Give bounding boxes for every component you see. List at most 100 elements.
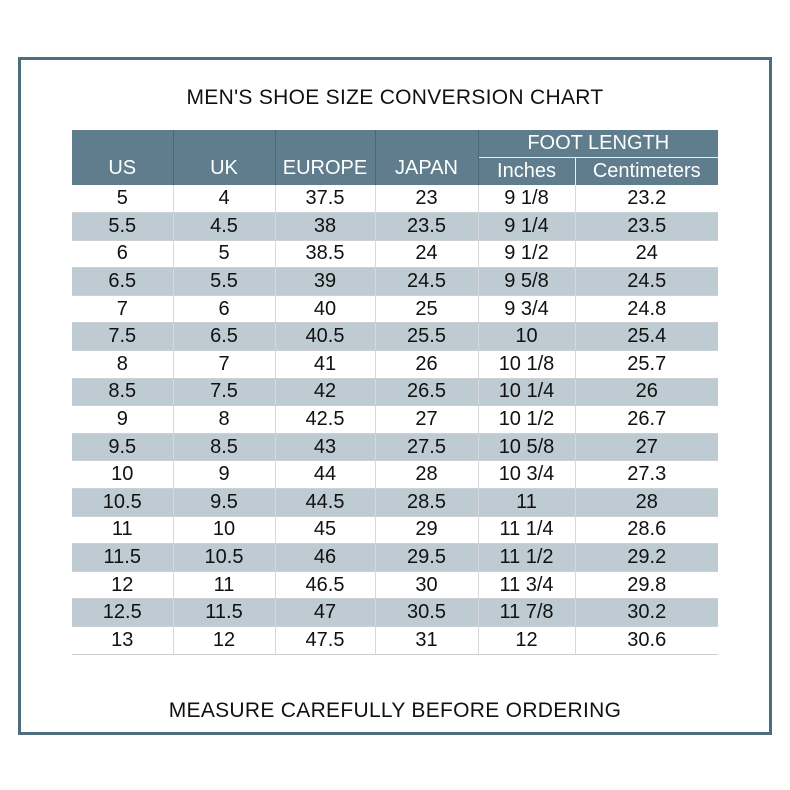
table-row: 10.5 9.5 44.5 28.5 11 28 bbox=[72, 488, 718, 517]
cell: 25.5 bbox=[375, 322, 479, 352]
cell: 31 bbox=[375, 626, 479, 655]
column-header-europe: EUROPE bbox=[275, 130, 376, 185]
cell: 23 bbox=[375, 185, 479, 214]
cell: 24 bbox=[575, 240, 718, 269]
cell: 4 bbox=[173, 185, 276, 214]
header-row-group: US UK EUROPE JAPAN FOOT LENGTH bbox=[72, 130, 718, 185]
cell: 9.5 bbox=[173, 488, 276, 517]
cell: 9 3/4 bbox=[478, 295, 576, 324]
cell: 5.5 bbox=[173, 267, 276, 296]
cell: 9 bbox=[72, 405, 174, 434]
cell: 27 bbox=[575, 433, 718, 462]
cell: 5 bbox=[72, 185, 174, 214]
cell: 4.5 bbox=[173, 212, 276, 241]
cell: 38.5 bbox=[275, 240, 376, 269]
cell: 41 bbox=[275, 350, 376, 379]
cell: 10 1/4 bbox=[478, 378, 576, 407]
cell: 27.5 bbox=[375, 433, 479, 462]
header-row-sub: Inches Centimeters bbox=[72, 157, 718, 185]
cell: 29 bbox=[375, 516, 479, 545]
cell: 9.5 bbox=[72, 433, 174, 462]
table-body: 5 4 37.5 23 9 1/8 23.2 5.5 4.5 38 23.5 9 1/4 23.5 6 5… bbox=[72, 185, 718, 655]
table-row: 7 6 40 25 9 3/4 24.8 bbox=[72, 295, 718, 324]
cell: 8 bbox=[173, 405, 276, 434]
cell: 46.5 bbox=[275, 571, 376, 600]
cell: 8.5 bbox=[72, 378, 174, 407]
cell: 29.8 bbox=[575, 571, 718, 600]
cell: 28.5 bbox=[375, 488, 479, 517]
cell: 6.5 bbox=[72, 267, 174, 296]
cell: 11 bbox=[173, 571, 276, 600]
page-title: MEN'S SHOE SIZE CONVERSION CHART bbox=[186, 86, 604, 109]
cell: 11 bbox=[72, 516, 174, 545]
cell: 24.5 bbox=[575, 267, 718, 296]
column-header-uk: UK bbox=[173, 130, 276, 185]
cell: 9 1/2 bbox=[478, 240, 576, 269]
table-row: 11 10 45 29 11 1/4 28.6 bbox=[72, 516, 718, 545]
cell: 7.5 bbox=[72, 322, 174, 352]
cell: 26 bbox=[375, 350, 479, 379]
cell: 24.8 bbox=[575, 295, 718, 324]
table-row: 6.5 5.5 39 24.5 9 5/8 24.5 bbox=[72, 267, 718, 296]
cell: 10 1/8 bbox=[478, 350, 576, 379]
cell: 27.3 bbox=[575, 460, 718, 490]
cell: 10.5 bbox=[72, 488, 174, 517]
column-group-foot-length: FOOT LENGTH bbox=[478, 130, 718, 158]
table-row: 8.5 7.5 42 26.5 10 1/4 26 bbox=[72, 378, 718, 407]
cell: 42.5 bbox=[275, 405, 376, 434]
shoe-size-conversion-table: US UK EUROPE JAPAN FOOT LENGTH Inches Ce… bbox=[72, 130, 718, 655]
cell: 24 bbox=[375, 240, 479, 269]
cell: 12.5 bbox=[72, 598, 174, 627]
cell: 40 bbox=[275, 295, 376, 324]
column-header-japan: JAPAN bbox=[375, 130, 479, 185]
table-row: 7.5 6.5 40.5 25.5 10 25.4 bbox=[72, 322, 718, 352]
cell: 11 1/2 bbox=[478, 543, 576, 572]
cell: 23.2 bbox=[575, 185, 718, 214]
cell: 25.4 bbox=[575, 322, 718, 352]
cell: 11 1/4 bbox=[478, 516, 576, 545]
cell: 10 bbox=[72, 460, 174, 490]
cell: 23.5 bbox=[575, 212, 718, 241]
cell: 46 bbox=[275, 543, 376, 572]
cell: 12 bbox=[478, 626, 576, 655]
table-row: 13 12 47.5 31 12 30.6 bbox=[72, 626, 718, 655]
footer-note: MEASURE CAREFULLY BEFORE ORDERING bbox=[168, 699, 622, 722]
cell: 11 7/8 bbox=[478, 598, 576, 627]
cell: 45 bbox=[275, 516, 376, 545]
cell: 25 bbox=[375, 295, 479, 324]
cell: 8 bbox=[72, 350, 174, 379]
cell: 44 bbox=[275, 460, 376, 490]
cell: 25.7 bbox=[575, 350, 718, 379]
cell: 10.5 bbox=[173, 543, 276, 572]
cell: 43 bbox=[275, 433, 376, 462]
cell: 44.5 bbox=[275, 488, 376, 517]
cell: 7.5 bbox=[173, 378, 276, 407]
cell: 9 5/8 bbox=[478, 267, 576, 296]
cell: 12 bbox=[72, 571, 174, 600]
cell: 27 bbox=[375, 405, 479, 434]
cell: 11 3/4 bbox=[478, 571, 576, 600]
cell: 10 bbox=[478, 322, 576, 352]
cell: 10 5/8 bbox=[478, 433, 576, 462]
cell: 6.5 bbox=[173, 322, 276, 352]
table-row: 12.5 11.5 47 30.5 11 7/8 30.2 bbox=[72, 598, 718, 627]
cell: 5.5 bbox=[72, 212, 174, 241]
cell: 12 bbox=[173, 626, 276, 655]
cell: 11.5 bbox=[72, 543, 174, 572]
table-row: 12 11 46.5 30 11 3/4 29.8 bbox=[72, 571, 718, 600]
cell: 9 bbox=[173, 460, 276, 490]
table-row: 9.5 8.5 43 27.5 10 5/8 27 bbox=[72, 433, 718, 462]
cell: 40.5 bbox=[275, 322, 376, 352]
cell: 11 bbox=[478, 488, 576, 517]
cell: 29.5 bbox=[375, 543, 479, 572]
cell: 10 3/4 bbox=[478, 460, 576, 490]
table-row: 5 4 37.5 23 9 1/8 23.2 bbox=[72, 185, 718, 214]
cell: 39 bbox=[275, 267, 376, 296]
cell: 30.5 bbox=[375, 598, 479, 627]
column-header-inches: Inches bbox=[478, 157, 576, 185]
cell: 9 1/4 bbox=[478, 212, 576, 241]
cell: 47 bbox=[275, 598, 376, 627]
cell: 24.5 bbox=[375, 267, 479, 296]
cell: 6 bbox=[72, 240, 174, 269]
table-header: US UK EUROPE JAPAN FOOT LENGTH Inches Ce… bbox=[72, 130, 718, 185]
